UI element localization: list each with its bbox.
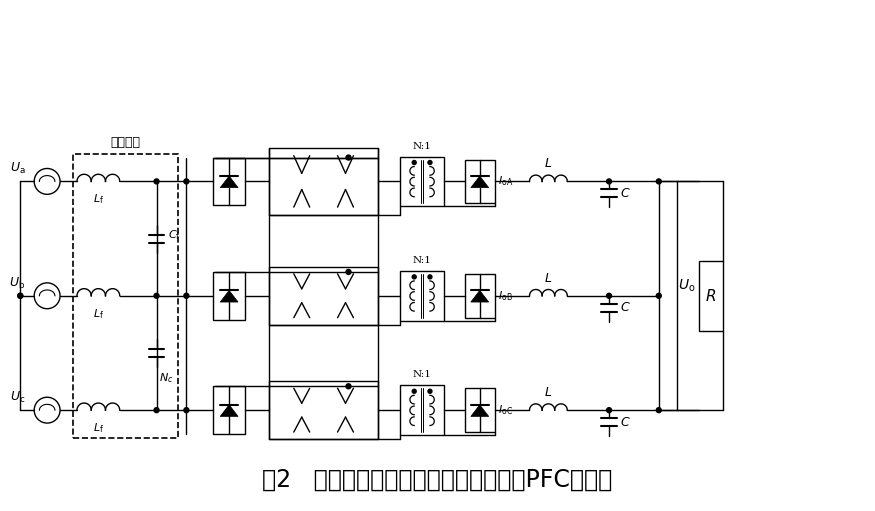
Circle shape	[606, 408, 612, 413]
Text: N:1: N:1	[413, 370, 431, 379]
Bar	[269, 267, 378, 324]
Circle shape	[656, 408, 662, 413]
Circle shape	[154, 408, 159, 413]
Text: $L_\mathrm{f}$: $L_\mathrm{f}$	[93, 307, 104, 320]
Text: $L$: $L$	[544, 157, 552, 171]
Circle shape	[184, 179, 189, 184]
Text: $N_c$: $N_c$	[158, 371, 173, 385]
Circle shape	[412, 275, 416, 279]
Bar	[465, 159, 494, 203]
Bar	[214, 386, 245, 434]
Circle shape	[346, 269, 351, 274]
Text: $C$: $C$	[620, 301, 631, 314]
Text: $C$: $C$	[620, 187, 631, 200]
Circle shape	[184, 408, 189, 413]
Text: $R$: $R$	[705, 288, 717, 304]
Text: $L_\mathrm{f}$: $L_\mathrm{f}$	[93, 421, 104, 435]
Text: $C_\mathrm{f}$: $C_\mathrm{f}$	[169, 228, 181, 242]
Circle shape	[606, 179, 612, 184]
Bar	[698, 261, 724, 331]
Text: $L$: $L$	[544, 272, 552, 285]
Bar	[465, 274, 494, 318]
Text: $U_\mathrm{o}$: $U_\mathrm{o}$	[678, 277, 696, 294]
Text: $U_\mathrm{c}$: $U_\mathrm{c}$	[10, 390, 25, 405]
Polygon shape	[220, 176, 238, 188]
Circle shape	[18, 293, 23, 298]
Text: $U_\mathrm{b}$: $U_\mathrm{b}$	[9, 276, 25, 291]
Bar	[400, 156, 444, 206]
Polygon shape	[220, 405, 238, 416]
Bar	[400, 271, 444, 320]
Text: $L$: $L$	[544, 386, 552, 399]
Bar	[73, 154, 178, 438]
Circle shape	[346, 155, 351, 160]
Bar	[269, 148, 378, 215]
Bar	[400, 385, 444, 435]
Circle shape	[428, 160, 432, 165]
Circle shape	[154, 293, 159, 298]
Text: $I_{\mathrm{oA}}$: $I_{\mathrm{oA}}$	[498, 174, 513, 189]
Circle shape	[606, 293, 612, 298]
Polygon shape	[471, 176, 489, 188]
Bar	[269, 381, 378, 439]
Bar	[214, 157, 245, 205]
Circle shape	[428, 389, 432, 393]
Circle shape	[428, 275, 432, 279]
Circle shape	[412, 160, 416, 165]
Circle shape	[18, 293, 23, 298]
Polygon shape	[220, 290, 238, 302]
Circle shape	[656, 179, 662, 184]
Text: $L_\mathrm{f}$: $L_\mathrm{f}$	[93, 192, 104, 206]
Bar	[214, 272, 245, 320]
Polygon shape	[471, 405, 489, 416]
Text: $I_{\mathrm{oC}}$: $I_{\mathrm{oC}}$	[498, 403, 513, 417]
Polygon shape	[471, 290, 489, 302]
Text: $I_{\mathrm{oB}}$: $I_{\mathrm{oB}}$	[498, 289, 513, 303]
Text: 低通滤波: 低通滤波	[111, 135, 141, 149]
Circle shape	[154, 179, 159, 184]
Text: $U_\mathrm{a}$: $U_\mathrm{a}$	[10, 161, 25, 176]
Text: N:1: N:1	[413, 256, 431, 265]
Circle shape	[412, 389, 416, 393]
Text: N:1: N:1	[413, 142, 431, 151]
Text: 图2   用三个单相全桥变换器组成的三相PFC示意图: 图2 用三个单相全桥变换器组成的三相PFC示意图	[262, 468, 612, 492]
Circle shape	[184, 293, 189, 298]
Circle shape	[656, 293, 662, 298]
Bar	[465, 388, 494, 432]
Text: $C$: $C$	[620, 415, 631, 429]
Circle shape	[346, 384, 351, 389]
